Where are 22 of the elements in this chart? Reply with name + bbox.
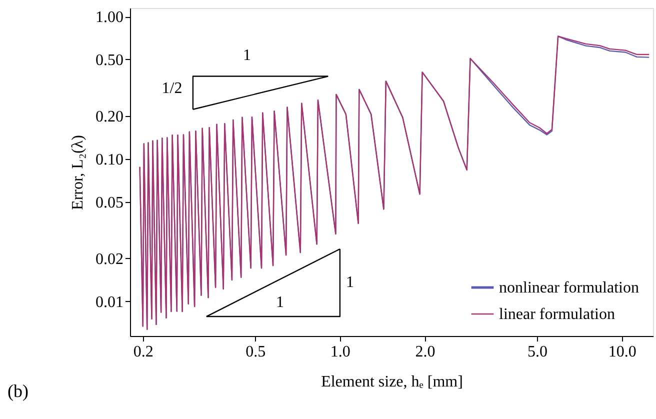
y-tick-label: 0.50 (96, 52, 124, 69)
annotation: 1 (276, 294, 284, 311)
annotation: 1 (346, 274, 354, 291)
y-tick-label: 0.02 (96, 250, 124, 268)
x-tick-label: 10.0 (608, 344, 636, 360)
y-tick-label: 0.05 (96, 194, 124, 212)
y-axis-title: Error, L₂(λ) (70, 135, 86, 210)
x-tick-label: 5.0 (527, 344, 548, 360)
legend-label: linear formulation (499, 306, 615, 323)
x-tick-label: 0.5 (246, 344, 266, 360)
x-axis-title: Element size, hₑ [mm] (321, 374, 463, 390)
x-tick-label: 2.0 (415, 344, 436, 360)
annotation: 1/2 (162, 80, 182, 97)
text: (b) (8, 381, 28, 401)
legend-label: nonlinear formulation (499, 280, 639, 296)
y-tick-label: 1.00 (96, 9, 124, 26)
x-tick-label: 1.0 (330, 344, 350, 360)
annotation: 1 (243, 47, 251, 64)
y-tick-label: 0.10 (96, 151, 124, 168)
x-tick-label: 0.2 (133, 344, 154, 360)
y-tick-label: 0.20 (96, 108, 124, 126)
y-tick-label: 0.01 (96, 294, 124, 311)
